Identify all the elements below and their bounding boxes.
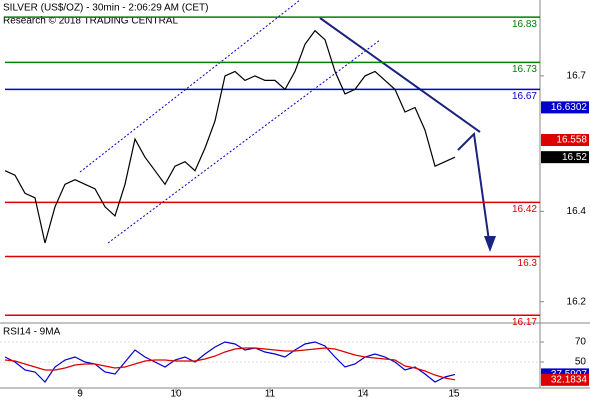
rsi-title: RSI14 - 9MA — [3, 327, 61, 338]
x-tick-label: 9 — [77, 389, 83, 400]
channel-top — [79, 0, 301, 173]
x-tick-label: 15 — [448, 389, 460, 400]
series-line — [4, 347, 456, 381]
y-tick-label: 70 — [575, 337, 587, 348]
value-box-label: 16.6302 — [551, 102, 588, 113]
y-tick-label: 16.2 — [567, 296, 587, 307]
value-box-label: 32.1834 — [551, 374, 588, 385]
level-label: 16.73 — [512, 64, 537, 75]
y-tick-label: 50 — [575, 357, 587, 368]
level-label: 16.42 — [512, 204, 537, 215]
forecast-arrow — [457, 131, 491, 249]
level-label: 16.17 — [512, 317, 537, 328]
level-label: 16.83 — [512, 19, 537, 30]
value-box — [541, 373, 589, 386]
channel-bottom — [107, 39, 381, 244]
level-label: 16.67 — [512, 91, 537, 102]
value-box — [541, 151, 589, 164]
value-box-label: 16.52 — [562, 152, 587, 163]
chart-title: SILVER (US$/OZ) - 30min - 2:06:29 AM (CE… — [3, 3, 208, 14]
y-tick-label: 16.7 — [567, 71, 587, 82]
value-box — [541, 101, 589, 114]
chart-subtitle: Research © 2018 TRADING CENTRAL — [3, 16, 178, 27]
x-tick-label: 11 — [265, 389, 276, 400]
title-bg — [0, 1, 232, 27]
series-line — [4, 29, 456, 244]
trend-line — [319, 17, 481, 133]
x-tick-label: 10 — [170, 389, 182, 400]
x-tick-label: 14 — [357, 389, 369, 400]
y-tick-label: 16.4 — [567, 206, 587, 217]
series-line — [4, 341, 456, 383]
level-label: 16.3 — [518, 258, 538, 269]
annotations — [79, 0, 496, 252]
value-box — [541, 134, 589, 146]
arrow-head — [484, 236, 496, 252]
value-box-label: 16.558 — [556, 135, 587, 146]
